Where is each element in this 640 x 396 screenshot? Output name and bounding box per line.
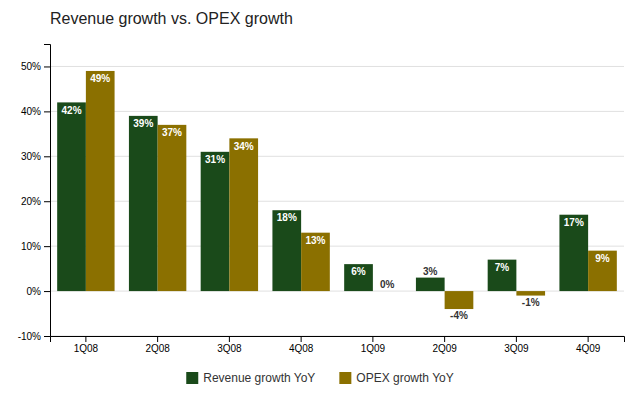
data-label: 17%	[564, 217, 584, 228]
y-tick-label: -10%	[18, 331, 41, 342]
legend-label: OPEX growth YoY	[356, 371, 453, 385]
legend-item: OPEX growth YoY	[339, 371, 453, 385]
legend: Revenue growth YoY OPEX growth YoY	[186, 371, 454, 385]
x-tick-label: 2Q08	[145, 343, 170, 354]
bar	[229, 138, 258, 291]
data-label: 42%	[62, 105, 82, 116]
x-tick: 3Q08	[217, 336, 242, 354]
bar	[57, 102, 86, 291]
y-tick-mark	[44, 336, 50, 337]
data-label: 31%	[205, 154, 225, 165]
bar	[588, 251, 617, 291]
x-tick-mark	[444, 336, 445, 342]
y-tick: 20%	[21, 196, 50, 207]
x-tick: 4Q09	[576, 336, 601, 354]
bar	[516, 291, 545, 295]
y-tick-label: 50%	[21, 61, 41, 72]
y-tick-label: 40%	[21, 106, 41, 117]
bar-series	[57, 102, 588, 291]
bar	[416, 278, 445, 291]
bar	[201, 152, 230, 291]
title: Revenue growth vs. OPEX growth	[50, 10, 293, 27]
x-tick: 1Q08	[74, 336, 99, 354]
legend-swatch	[186, 372, 198, 384]
grid	[50, 66, 624, 336]
x-tick-label: 1Q09	[361, 343, 386, 354]
legend-item: Revenue growth YoY	[186, 371, 315, 385]
x-axis: 1Q08 2Q08 3Q08 4Q08 1Q09 2Q09 3Q09 4Q09	[51, 336, 625, 354]
data-label: 49%	[90, 73, 110, 84]
bar	[301, 233, 330, 291]
bar	[86, 71, 115, 291]
x-tick: 3Q09	[504, 336, 529, 354]
bar	[129, 116, 158, 291]
y-tick-label: 0%	[27, 286, 42, 297]
y-tick: 50%	[21, 61, 50, 72]
y-tick-label: 10%	[21, 241, 41, 252]
data-label: 0%	[380, 279, 395, 290]
data-label: 37%	[162, 127, 182, 138]
x-tick-label: 4Q09	[576, 343, 601, 354]
data-label: 7%	[495, 262, 510, 273]
y-tick-mark	[44, 111, 50, 112]
data-label: -4%	[450, 310, 468, 321]
data-labels: 42% 39% 31% 18% 6% 3% 7% 17% 49% 37% 34% 13% 0% -4% -1…	[62, 73, 610, 321]
y-tick-mark	[44, 201, 50, 202]
bars	[57, 71, 617, 309]
grid-line	[50, 111, 624, 112]
legend-label: Revenue growth YoY	[203, 371, 315, 385]
x-tick: 2Q09	[432, 336, 457, 354]
bar	[373, 291, 402, 292]
bar	[272, 210, 301, 291]
bar-series	[86, 71, 617, 309]
bar	[158, 125, 187, 291]
x-tick-mark	[157, 336, 158, 342]
x-tick-label: 2Q09	[432, 343, 457, 354]
bar	[559, 215, 588, 291]
y-axis-line	[44, 45, 51, 337]
y-tick: 40%	[21, 106, 50, 117]
chart: Revenue growth vs. OPEX growth -10% 0% 10% 2…	[0, 0, 640, 396]
x-tick-mark	[516, 336, 517, 342]
x-tick: 1Q09	[361, 336, 386, 354]
y-tick-label: 20%	[21, 196, 41, 207]
y-tick: 10%	[21, 241, 50, 252]
data-label: -1%	[522, 297, 540, 308]
x-tick: 4Q08	[289, 336, 314, 354]
grid-line	[50, 66, 624, 67]
data-label: 18%	[277, 212, 297, 223]
x-tick-mark	[372, 336, 373, 342]
x-tick-mark	[301, 336, 302, 342]
x-tick: 2Q08	[145, 336, 170, 354]
y-tick-mark	[44, 66, 50, 67]
x-tick-label: 1Q08	[74, 343, 99, 354]
y-tick-mark	[44, 156, 50, 157]
y-tick: 0%	[27, 286, 50, 297]
x-tick-mark	[229, 336, 230, 342]
bar	[445, 291, 474, 309]
y-tick: 30%	[21, 151, 50, 162]
y-tick-label: 30%	[21, 151, 41, 162]
y-tick-mark	[44, 291, 50, 292]
x-axis-line	[51, 337, 625, 343]
bar	[488, 260, 517, 291]
bar	[344, 264, 373, 291]
x-tick-label: 3Q09	[504, 343, 529, 354]
data-label: 3%	[423, 266, 438, 277]
data-label: 39%	[133, 118, 153, 129]
data-label: 9%	[595, 253, 610, 264]
legend-swatch	[339, 372, 351, 384]
data-label: 34%	[234, 141, 254, 152]
x-tick-label: 3Q08	[217, 343, 242, 354]
x-tick-label: 4Q08	[289, 343, 314, 354]
data-label: 13%	[305, 235, 325, 246]
x-tick-mark	[85, 336, 86, 342]
data-label: 6%	[351, 266, 366, 277]
y-tick-mark	[44, 246, 50, 247]
x-tick-mark	[588, 336, 589, 342]
y-axis: -10% 0% 10% 20% 30% 40% 50%	[18, 45, 51, 342]
y-tick: -10%	[18, 331, 50, 342]
